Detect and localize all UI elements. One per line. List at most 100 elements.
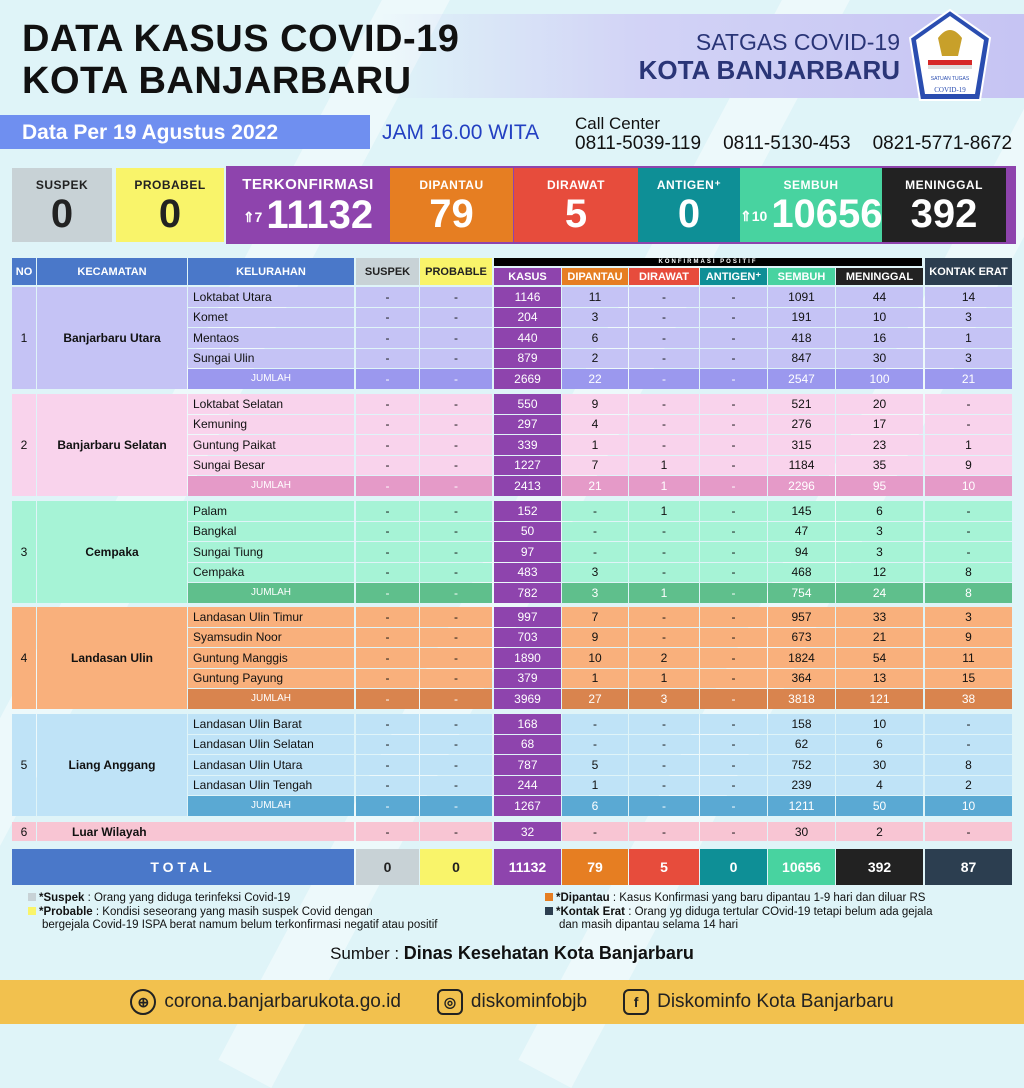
cell-dipantau: 3 [562,307,628,327]
cell-suspek: - [356,822,419,841]
cell-probable: - [420,755,492,775]
header-dirawat: DIRAWAT [629,268,699,285]
kecamatan-name: Landasan Ulin [37,607,187,709]
cell-dirawat: - [629,287,699,307]
group-number: 6 [12,822,36,841]
cell-kontak-erat: 8 [925,755,1012,775]
kelurahan-name: Guntung Payung [188,668,354,688]
legend-text: bergejala Covid-19 ISPA berat namum belu… [42,919,438,931]
jumlah-dirawat: 3 [629,689,699,709]
jumlah-probable: - [420,796,492,816]
card-label: SEMBUH [783,178,839,192]
card-label: SUSPEK [35,178,89,192]
cell-meninggal: 23 [836,435,923,455]
cell-probable: - [420,607,492,627]
svg-text:SATUAN TUGAS: SATUAN TUGAS [931,76,970,82]
cell-kontak-erat: - [925,822,1012,841]
card-label: DIRAWAT [547,178,605,192]
cell-dipantau: 4 [562,414,628,434]
jumlah-sembuh: 3818 [768,689,835,709]
cell-kontak-erat: 1 [925,435,1012,455]
cell-kontak-erat: - [925,501,1012,521]
cell-antigen: - [700,307,767,327]
kelurahan-name: Loktabat Utara [188,287,354,307]
cell-kasus: 1146 [494,287,561,307]
cell-probable: - [420,348,492,368]
cell-meninggal: 30 [836,755,923,775]
svg-text:COVID-19: COVID-19 [934,86,966,94]
website-link[interactable]: corona.banjarbarukota.go.id [164,991,401,1012]
source-label: Sumber : [330,944,404,963]
cell-dipantau: - [562,714,628,734]
increase-arrow-icon: ⇑7 [242,209,263,226]
cell-suspek: - [356,734,419,754]
card-value: 0 [677,192,701,236]
cell-probable: - [420,714,492,734]
card-label: TERKONFIRMASI [242,176,374,193]
probable-swatch [28,906,36,915]
cell-kasus: 379 [494,668,561,688]
cell-kasus: 297 [494,414,561,434]
cell-kasus: 168 [494,714,561,734]
cell-antigen: - [700,287,767,307]
cell-dirawat: - [629,607,699,627]
jumlah-meninggal: 100 [836,369,923,389]
cell-kontak-erat: 9 [925,455,1012,475]
date-bar: Data Per 19 Agustus 2022 [0,115,370,149]
cell-dipantau: 5 [562,755,628,775]
header-probable: PROBABLE [420,258,492,285]
jumlah-dipantau: 3 [562,583,628,603]
cell-probable: - [420,501,492,521]
card-value: 5 [564,192,588,236]
legend-text: : Orang yg diduga tertular COvid-19 teta… [625,905,933,918]
jumlah-antigen: - [700,476,767,496]
cell-kontak-erat: 3 [925,607,1012,627]
header-kontak-erat: KONTAK ERAT [925,258,1012,285]
card-value: 79 [429,192,474,236]
card-value: 0 [158,192,182,236]
cell-sembuh: 418 [768,328,835,348]
cell-suspek: - [356,542,419,562]
jumlah-label: JUMLAH [188,689,354,709]
jumlah-meninggal: 24 [836,583,923,603]
footer: ⊕ corona.banjarbarukota.go.id ◎ diskominfo… [0,980,1024,1024]
phone-3[interactable]: 0821-5771-8672 [872,133,1013,154]
cell-antigen: - [700,755,767,775]
kelurahan-name: Landasan Ulin Selatan [188,734,354,754]
jumlah-dirawat: 1 [629,476,699,496]
kelurahan-name: Loktabat Selatan [188,394,354,414]
jumlah-antigen: - [700,796,767,816]
cell-kasus: 204 [494,307,561,327]
card-antigen: ANTIGEN⁺ 0 [638,168,740,242]
cell-kasus: 152 [494,501,561,521]
cell-suspek: - [356,755,419,775]
header-antigen: ANTIGEN⁺ [700,268,767,285]
cell-probable: - [420,328,492,348]
cell-sembuh: 752 [768,755,835,775]
cell-dirawat: - [629,521,699,541]
cell-dipantau: 1 [562,668,628,688]
cell-probable: - [420,562,492,582]
cell-meninggal: 6 [836,734,923,754]
group-number: 4 [12,607,36,709]
title-line-1: DATA KASUS COVID-19 [22,18,460,60]
facebook-link[interactable]: Diskominfo Kota Banjarbaru [657,991,894,1012]
cell-dirawat: - [629,307,699,327]
cell-meninggal: 54 [836,648,923,668]
cell-dirawat: - [629,328,699,348]
cell-suspek: - [356,328,419,348]
cell-antigen: - [700,521,767,541]
cell-dipantau: - [562,542,628,562]
phone-2[interactable]: 0811-5130-453 [723,133,851,154]
phone-1[interactable]: 0811-5039-119 [575,133,702,154]
legend-left: *Suspek : Orang yang diduga terinfeksi C… [28,892,437,933]
jumlah-probable: - [420,476,492,496]
jumlah-antigen: - [700,583,767,603]
jumlah-sembuh: 1211 [768,796,835,816]
satgas-label: SATGAS COVID-19 KOTA BANJARBARU [639,28,900,84]
jumlah-kasus: 2669 [494,369,561,389]
jumlah-meninggal: 121 [836,689,923,709]
instagram-link[interactable]: diskominfobjb [470,991,588,1012]
legend-text: dan masih dipantau selama 14 hari [559,919,739,931]
cell-probable: - [420,414,492,434]
